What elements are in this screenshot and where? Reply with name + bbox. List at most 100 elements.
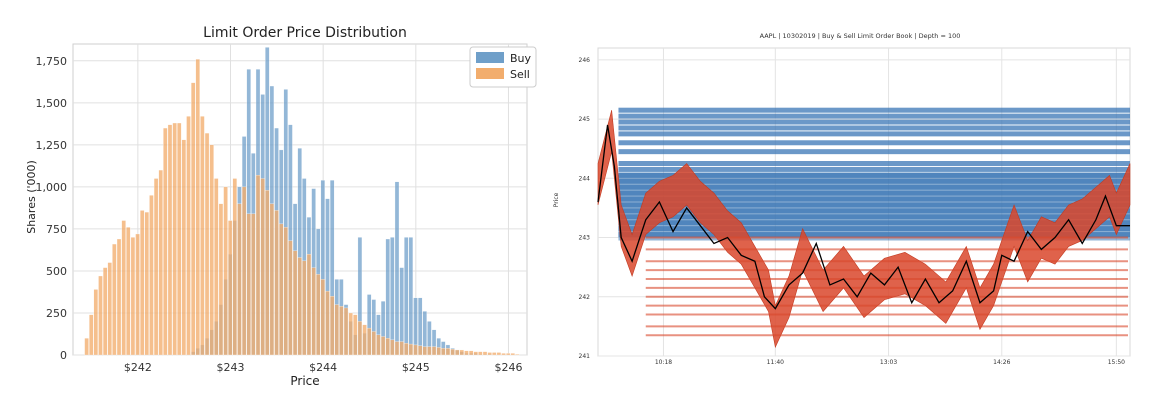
sell-bar [501, 353, 506, 356]
y-tick-label: 1,250 [36, 139, 68, 152]
sell-bar [153, 178, 159, 356]
sell-bar [255, 174, 261, 356]
buy-bar [394, 181, 400, 356]
sell-bar [380, 336, 386, 356]
sell-bar [214, 178, 219, 356]
sell-bar [353, 314, 358, 356]
histogram-y-label: Shares ('000) [25, 160, 38, 234]
sell-bar [436, 347, 441, 356]
sell-bar [468, 350, 474, 356]
sell-bar [482, 351, 488, 356]
sell-bar [209, 144, 214, 356]
buy-level [618, 149, 1130, 155]
buy-level [618, 119, 1130, 125]
y-tick-label: 246 [579, 57, 591, 64]
buy-bar [404, 237, 409, 356]
sell-bar [487, 352, 492, 356]
sell-bar [385, 338, 390, 356]
sell-bar [163, 127, 168, 356]
sell-bar [445, 348, 451, 356]
sell-bar [506, 353, 511, 356]
sell-bar [302, 260, 307, 356]
sell-bar [431, 346, 437, 356]
sell-bar [376, 334, 381, 356]
sell-bar [200, 116, 205, 356]
sell-bar [186, 116, 191, 356]
order-book-y-label: Price [553, 192, 560, 207]
buy-level [618, 131, 1130, 137]
sell-bar [288, 240, 293, 356]
sell-bar [422, 346, 427, 356]
sell-bar [394, 341, 400, 356]
sell-bar [241, 186, 247, 356]
histogram-title: Limit Order Price Distribution [203, 25, 407, 41]
sell-bar [84, 338, 89, 356]
x-tick-label: $242 [124, 361, 152, 374]
y-tick-label: 245 [579, 116, 591, 123]
sell-bar [325, 290, 330, 356]
sell-bar [126, 227, 131, 356]
sell-bar [455, 349, 460, 356]
sell-bar [181, 139, 187, 356]
histogram-x-label: Price [290, 374, 319, 388]
sell-bar [265, 190, 270, 356]
sell-bar [269, 203, 275, 356]
buy-level [618, 140, 1130, 146]
sell-bar [334, 304, 339, 356]
sell-bar [367, 327, 372, 356]
sell-bar [223, 186, 228, 356]
sell-bar [441, 348, 446, 356]
x-tick-label: $244 [309, 361, 337, 374]
y-tick-label: 243 [579, 235, 591, 242]
sell-bar [515, 354, 520, 356]
sell-bar [237, 203, 242, 356]
buy-level [618, 125, 1130, 131]
legend-buy-label: Buy [510, 52, 532, 65]
x-tick-label: $243 [217, 361, 245, 374]
sell-bar [260, 178, 265, 356]
sell-bar [320, 279, 326, 356]
sell-bar [144, 211, 149, 356]
sell-bar [510, 353, 515, 356]
sell-bar [89, 314, 94, 356]
sell-bar [195, 58, 200, 356]
sell-bar [167, 124, 173, 356]
sell-bar [311, 267, 316, 356]
sell-bar [112, 243, 117, 356]
histogram-legend: Buy Sell [469, 46, 537, 88]
sell-bar [413, 344, 418, 356]
sell-bar [459, 349, 465, 356]
sell-bar [102, 267, 108, 356]
sell-bar [98, 275, 103, 356]
sell-bar [297, 257, 302, 356]
x-tick-label: 10:18 [655, 359, 672, 366]
sell-bar [399, 341, 404, 356]
sell-bar [204, 132, 210, 356]
sell-bar [404, 343, 409, 356]
sell-bar [348, 312, 353, 356]
sell-bar [228, 220, 233, 356]
sell-bar [140, 210, 145, 356]
sell-bar [93, 289, 99, 356]
y-tick-label: 241 [579, 353, 591, 360]
sell-bar [473, 351, 478, 356]
sell-bar [116, 238, 122, 356]
sell-bar [172, 122, 177, 356]
sell-bar [427, 346, 432, 356]
sell-bar [362, 324, 367, 356]
x-tick-label: 13:03 [880, 359, 897, 366]
buy-level [618, 161, 1130, 166]
y-tick-label: 1,750 [36, 55, 68, 68]
sell-bar [492, 352, 497, 356]
buy-level [618, 166, 1130, 172]
sell-bar [279, 223, 284, 356]
sell-bar [316, 274, 321, 356]
buy-level [618, 107, 1130, 113]
order-book-chart: AAPL | 10302019 | Buy & Sell Limit Order… [548, 0, 1163, 411]
sell-bar [177, 122, 182, 356]
x-tick-label: $245 [402, 361, 430, 374]
buy-level [618, 113, 1130, 119]
y-tick-label: 1,000 [36, 181, 68, 194]
order-book-svg: AAPL | 10302019 | Buy & Sell Limit Order… [548, 0, 1163, 411]
legend-buy-swatch [476, 52, 504, 63]
